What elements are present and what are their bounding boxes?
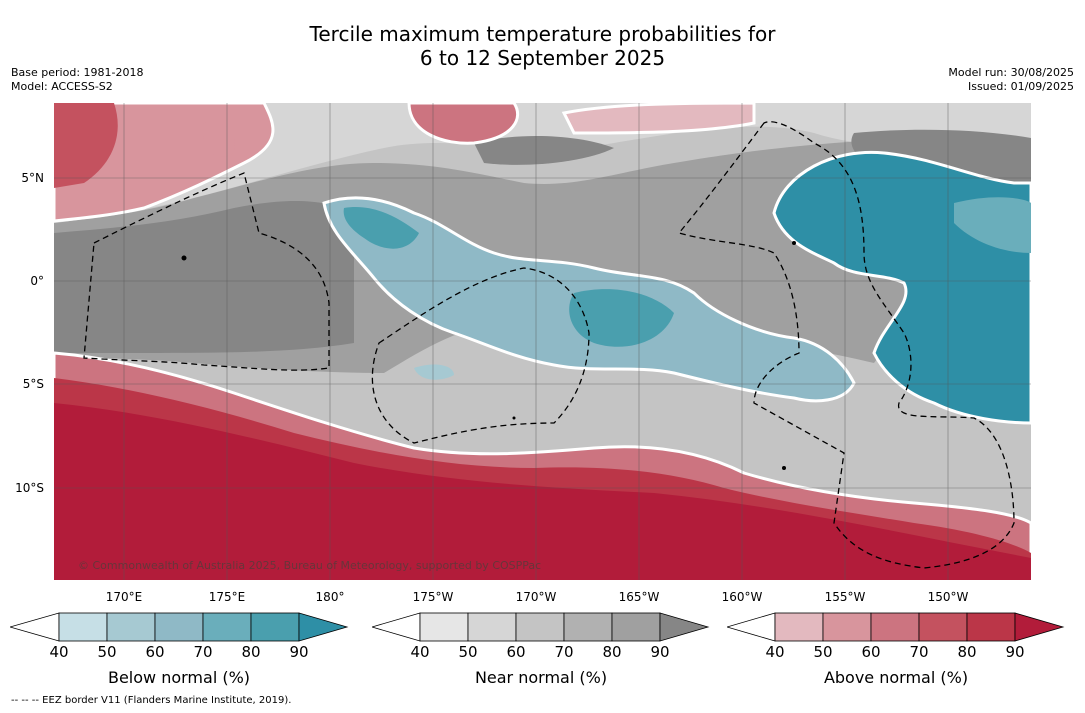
colorbar-above-normal-swatch-80 — [966, 612, 1016, 642]
colorbar-above-normal-swatch-60 — [870, 612, 920, 642]
above-normal-south-90 — [54, 403, 1031, 580]
cb-near-tick-50: 50 — [458, 643, 478, 661]
lon-label-160w: 160°W — [721, 590, 763, 604]
lon-label-150w: 150°W — [927, 590, 969, 604]
model-name: Model: ACCESS-S2 — [11, 80, 113, 93]
cb-below-tick-40: 40 — [49, 643, 69, 661]
near-normal-90-west — [54, 201, 354, 353]
colorbar-below-normal-swatch-70 — [202, 612, 252, 642]
colorbar-below-normal-arrow — [298, 612, 349, 642]
colorbar-above-normal — [727, 612, 1065, 642]
near-normal-90-north — [474, 136, 614, 165]
lon-label-170e: 170°E — [105, 590, 143, 604]
below-normal-small-patch — [414, 364, 454, 380]
lon-label-175e: 175°E — [208, 590, 246, 604]
below-normal-east-edge — [954, 197, 1031, 253]
above-normal-north-east — [561, 103, 756, 135]
cb-below-tick-80: 80 — [241, 643, 261, 661]
colorbar-near-normal-swatch-50 — [467, 612, 517, 642]
cb-above-tick-70: 70 — [909, 643, 929, 661]
colorbar-near-normal-title: Near normal (%) — [474, 668, 608, 687]
cb-below-tick-50: 50 — [97, 643, 117, 661]
cb-near-tick-60: 60 — [506, 643, 526, 661]
colorbar-near-normal-arrow — [659, 612, 710, 642]
lon-label-165w: 165°W — [618, 590, 660, 604]
colorbar-near-normal-swatch-80 — [611, 612, 661, 642]
model-run: Model run: 30/08/2025 — [948, 66, 1074, 79]
below-normal-west-core — [343, 207, 419, 249]
cb-above-tick-60: 60 — [861, 643, 881, 661]
lat-label-10s: 10°S — [15, 481, 44, 495]
meta-right: Model run: 30/08/2025 Issued: 01/09/2025 — [948, 66, 1074, 94]
cb-below-tick-90: 90 — [289, 643, 309, 661]
colorbar-above-normal-swatch-40 — [774, 612, 824, 642]
copyright-notice: © Commonwealth of Australia 2025, Bureau… — [78, 559, 542, 572]
cb-near-tick-80: 80 — [602, 643, 622, 661]
colorbar-below-normal-swatch-60 — [154, 612, 204, 642]
colorbar-near-normal-swatch-40 — [419, 612, 469, 642]
colorbar-below-normal-swatch-80 — [250, 612, 300, 642]
title-line-1: Tercile maximum temperature probabilitie… — [309, 22, 776, 46]
colorbar-above-normal-swatch-50 — [822, 612, 872, 642]
cb-near-tick-40: 40 — [410, 643, 430, 661]
colorbar-above-normal-swatch-70 — [918, 612, 968, 642]
eez-borders — [83, 121, 1015, 569]
below-normal-central-core — [569, 289, 674, 347]
meta-left: Base period: 1981-2018 Model: ACCESS-S2 — [11, 66, 143, 94]
cb-near-tick-90: 90 — [650, 643, 670, 661]
cb-above-tick-80: 80 — [957, 643, 977, 661]
lon-label-155w: 155°W — [824, 590, 866, 604]
issued-date: Issued: 01/09/2025 — [967, 80, 1074, 93]
lat-label-5s: 5°S — [22, 377, 44, 391]
cb-above-tick-40: 40 — [765, 643, 785, 661]
above-normal-northwest-core — [54, 103, 118, 188]
colorbar-near-normal-swatch-60 — [515, 612, 565, 642]
lon-label-180: 180° — [315, 590, 345, 604]
colorbar-near-normal-swatch-70 — [563, 612, 613, 642]
lon-label-175w: 175°W — [412, 590, 454, 604]
colorbar-below-normal — [10, 612, 349, 642]
islands — [181, 241, 796, 470]
lat-label-0: 0° — [30, 274, 44, 288]
title-line-2: 6 to 12 September 2025 — [419, 46, 666, 70]
colorbar-above-normal-arrow — [1014, 612, 1065, 642]
cb-near-tick-70: 70 — [554, 643, 574, 661]
above-normal-north-center — [407, 103, 520, 145]
cb-above-tick-90: 90 — [1005, 643, 1025, 661]
colorbar-near-normal — [372, 612, 710, 642]
colorbar-below-normal-swatch-50 — [106, 612, 156, 642]
cb-below-tick-60: 60 — [145, 643, 165, 661]
colorbar-below-normal-swatch-40 — [58, 612, 108, 642]
lat-label-5n: 5°N — [21, 171, 44, 185]
near-normal-50-north — [54, 103, 1031, 223]
graticule — [54, 103, 1031, 580]
colorbar-above-normal-title: Above normal (%) — [823, 668, 969, 687]
eez-footnote: -- -- -- EEZ border V11 (Flanders Marine… — [11, 695, 292, 706]
colorbar-below-normal-title: Below normal (%) — [107, 668, 251, 687]
cb-below-tick-70: 70 — [193, 643, 213, 661]
base-period: Base period: 1981-2018 — [11, 66, 144, 79]
cb-above-tick-50: 50 — [813, 643, 833, 661]
map-title: Tercile maximum temperature probabilitie… — [0, 22, 1085, 70]
lon-label-170w: 170°W — [515, 590, 557, 604]
probability-map — [54, 103, 1031, 580]
